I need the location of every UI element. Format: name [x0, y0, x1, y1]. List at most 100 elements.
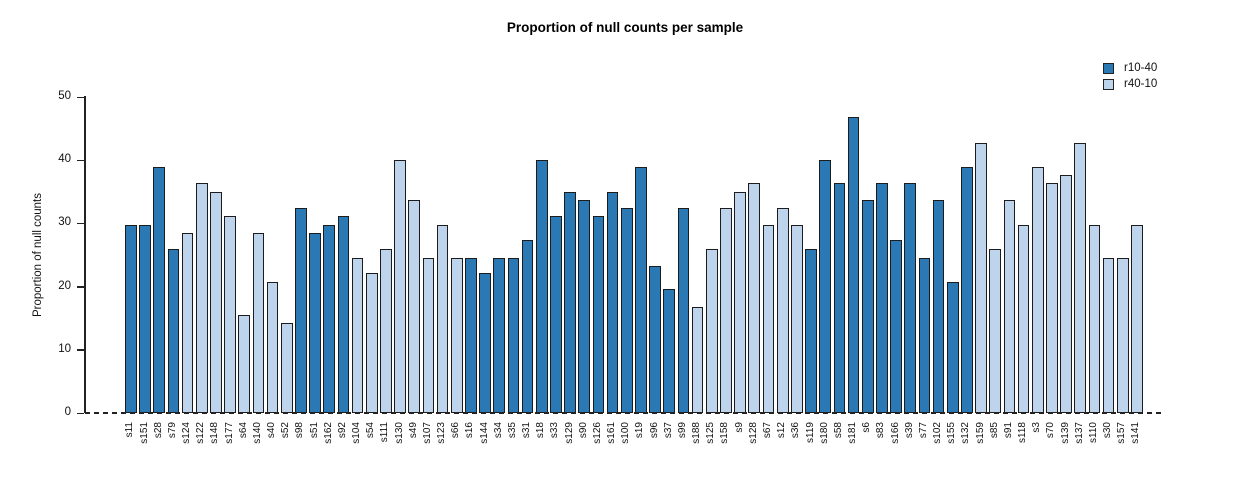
y-tick-label: 10	[58, 342, 71, 355]
bar	[592, 216, 605, 413]
bar	[450, 257, 463, 413]
bar	[238, 315, 251, 413]
zero-baseline	[85, 411, 1165, 414]
bar	[436, 224, 449, 413]
x-tick-label: s36	[790, 422, 802, 439]
x-tick-label: s132	[960, 422, 972, 444]
bar	[210, 192, 222, 413]
x-tick-label: s181	[847, 422, 859, 444]
x-tick-label: s151	[138, 422, 150, 444]
x-tick-label: s99	[676, 422, 688, 439]
bar	[507, 257, 520, 413]
bar	[535, 159, 548, 413]
bar	[125, 224, 137, 413]
x-tick-label: s77	[917, 422, 929, 439]
x-tick-label: s3	[1031, 422, 1043, 433]
y-tick-mark	[77, 96, 84, 98]
x-tick-label: s51	[308, 422, 320, 439]
x-tick-label: s140	[251, 422, 263, 444]
bar	[635, 167, 647, 413]
bar	[649, 265, 661, 413]
bar	[394, 159, 406, 413]
x-tick-label: s19	[634, 422, 646, 439]
bar	[578, 200, 591, 413]
x-tick-label: s96	[648, 422, 660, 439]
bar	[748, 182, 761, 413]
bar	[280, 322, 293, 413]
x-tick-label: s118	[1017, 422, 1029, 443]
bar	[606, 192, 619, 413]
bar	[479, 273, 491, 413]
x-tick-label: s31	[521, 422, 533, 439]
bar	[734, 192, 746, 413]
x-tick-label: s58	[832, 422, 844, 439]
bar	[1088, 224, 1101, 413]
bar	[465, 257, 477, 413]
y-tick-label: 0	[64, 406, 71, 418]
bar	[408, 200, 421, 413]
legend: r10-40 r40-10	[1103, 60, 1157, 92]
y-axis-label: Proportion of null counts	[32, 192, 44, 318]
bar	[720, 208, 732, 413]
x-tick-label: s148	[209, 422, 221, 444]
bar	[550, 216, 562, 413]
y-tick-label: 50	[58, 90, 71, 102]
x-tick-label: s123	[436, 422, 448, 444]
x-tick-label: s91	[1002, 422, 1014, 439]
bar	[861, 200, 874, 413]
x-tick-label: s12	[776, 422, 788, 439]
bar	[167, 248, 180, 413]
x-tick-label: s37	[662, 422, 674, 439]
bar	[493, 257, 506, 413]
x-tick-label: s107	[421, 422, 433, 444]
bar	[946, 281, 959, 413]
x-tick-label: s110	[1087, 422, 1099, 443]
x-tick-label: s100	[620, 422, 632, 444]
bar	[564, 192, 576, 413]
x-tick-label: s122	[195, 422, 207, 444]
bar	[890, 240, 902, 413]
bar	[1074, 142, 1087, 413]
bar	[833, 182, 846, 413]
bar	[904, 182, 917, 413]
bar	[975, 142, 987, 413]
y-tick-label: 40	[58, 153, 71, 166]
bar	[1046, 182, 1058, 413]
bar	[181, 232, 194, 413]
bar	[1060, 175, 1072, 413]
bar	[1031, 167, 1044, 413]
bar	[705, 249, 718, 413]
bar	[620, 208, 633, 413]
bar	[819, 159, 832, 413]
bar	[139, 224, 151, 413]
y-tick-mark	[77, 159, 84, 162]
legend-label: r40-10	[1124, 78, 1158, 90]
bar	[1017, 224, 1030, 413]
x-tick-label: s119	[804, 422, 816, 443]
x-tick-label: s157	[1116, 422, 1128, 444]
bar	[918, 257, 931, 413]
bar	[1116, 257, 1129, 413]
plot-area	[85, 97, 1165, 413]
x-tick-label: s6	[861, 422, 873, 433]
bar	[521, 240, 534, 413]
x-tick-label: s126	[591, 422, 603, 444]
bar	[776, 208, 789, 413]
chart-title: Proportion of null counts per sample	[506, 20, 744, 35]
bar	[961, 167, 973, 413]
legend-label: r10-40	[1124, 62, 1158, 74]
x-tick-label: s11	[124, 422, 136, 438]
bar	[663, 289, 676, 413]
legend-item: r40-10	[1103, 76, 1157, 92]
x-tick-label: s39	[903, 422, 915, 439]
x-tick-label: s18	[535, 422, 547, 439]
x-tick-label: s9	[733, 422, 745, 433]
x-tick-label: s180	[818, 422, 830, 444]
x-tick-label: s139	[1059, 422, 1071, 444]
legend-swatch-dark	[1103, 62, 1114, 74]
bar	[1003, 200, 1016, 413]
x-tick-label: s159	[974, 422, 986, 444]
y-tick-mark	[77, 286, 84, 288]
y-axis	[84, 96, 86, 413]
